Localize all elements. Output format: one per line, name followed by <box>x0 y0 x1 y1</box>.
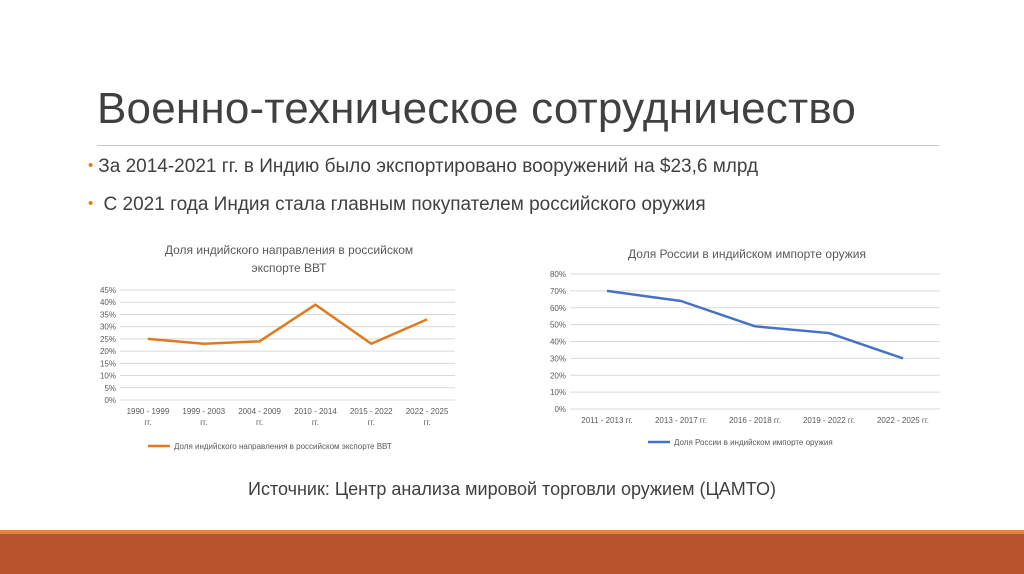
chart-russia-share: Доля России в индийском импорте оружия 0%… <box>530 236 950 466</box>
x-tick-label: гг. <box>256 418 263 427</box>
y-tick-label: 15% <box>100 359 116 368</box>
y-tick-label: 20% <box>100 347 116 356</box>
y-tick-label: 50% <box>550 321 566 330</box>
x-tick-label: гг. <box>424 418 431 427</box>
x-tick-label: гг. <box>312 418 319 427</box>
x-tick-label: 1999 - 2003 <box>182 407 225 416</box>
footer-accent-line <box>0 530 1024 534</box>
x-tick-label: 2015 - 2022 <box>350 407 393 416</box>
x-tick-label: 2022 - 2025 <box>406 407 449 416</box>
y-tick-label: 45% <box>100 286 116 295</box>
chart-india-share: Доля индийского направления в российском… <box>90 236 470 466</box>
chart-title: экспорте ВВТ <box>252 261 328 275</box>
y-tick-label: 30% <box>550 354 566 363</box>
x-tick-label: 1990 - 1999 <box>127 407 170 416</box>
y-tick-label: 0% <box>554 405 566 414</box>
chart-india-share-svg: Доля индийского направления в российском… <box>100 243 455 451</box>
y-tick-label: 70% <box>550 287 566 296</box>
x-tick-label: гг. <box>200 418 207 427</box>
slide-title: Военно-техническое сотрудничество <box>97 84 857 133</box>
x-tick-label: 2004 - 2009 <box>238 407 281 416</box>
bullet-dot-icon: • <box>88 195 94 212</box>
chart-title: Доля индийского направления в российском <box>165 243 413 257</box>
series-line <box>147 303 428 346</box>
x-tick-label: гг. <box>368 418 375 427</box>
legend-label: Доля индийского направления в российском… <box>174 442 392 451</box>
bullet-item: • За 2014-2021 гг. в Индию было экспортир… <box>88 156 758 178</box>
source-note: Источник: Центр анализа мировой торговли… <box>248 479 776 499</box>
y-tick-label: 40% <box>100 298 116 307</box>
y-tick-label: 10% <box>550 388 566 397</box>
y-tick-label: 0% <box>104 396 116 405</box>
x-tick-label: гг. <box>144 418 151 427</box>
y-tick-label: 60% <box>550 304 566 313</box>
y-tick-label: 80% <box>550 270 566 279</box>
x-tick-label: 2022 - 2025 гг. <box>877 416 929 425</box>
y-tick-label: 10% <box>100 372 116 381</box>
bullet-text: За 2014-2021 гг. в Индию было экспортиро… <box>98 156 759 177</box>
x-tick-label: 2013 - 2017 гг. <box>655 416 707 425</box>
bullet-dot-icon: • <box>88 157 94 174</box>
legend-label: Доля России в индийском импорте оружия <box>674 438 833 447</box>
title-divider <box>97 145 939 146</box>
bullet-item: • С 2021 года Индия стала главным покупа… <box>88 194 706 216</box>
y-tick-label: 35% <box>100 310 116 319</box>
chart-title: Доля России в индийском импорте оружия <box>628 247 866 261</box>
bullet-text: С 2021 года Индия стала главным покупате… <box>98 194 706 215</box>
y-tick-label: 5% <box>104 384 116 393</box>
chart-russia-share-svg: Доля России в индийском импорте оружия 0%… <box>550 247 940 447</box>
x-tick-label: 2010 - 2014 <box>294 407 337 416</box>
y-tick-label: 30% <box>100 323 116 332</box>
x-tick-label: 2011 - 2013 гг. <box>581 416 632 425</box>
y-tick-label: 25% <box>100 335 116 344</box>
x-tick-label: 2016 - 2018 гг. <box>729 416 781 425</box>
y-tick-label: 40% <box>550 338 566 347</box>
footer-bar <box>0 534 1024 574</box>
x-tick-label: 2019 - 2022 гг. <box>803 416 855 425</box>
y-tick-label: 20% <box>550 371 566 380</box>
